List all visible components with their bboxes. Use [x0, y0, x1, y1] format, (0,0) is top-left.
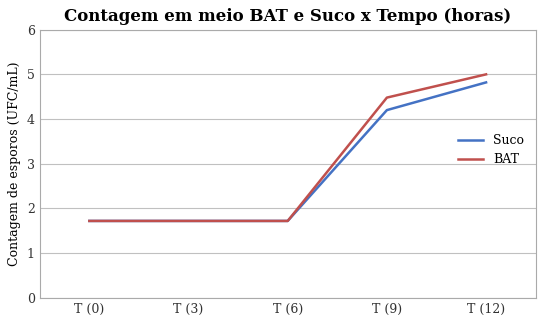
BAT: [384, 96, 390, 99]
Legend: Suco, BAT: Suco, BAT: [453, 129, 529, 171]
Suco: [86, 219, 92, 223]
Suco: [384, 108, 390, 112]
BAT: [86, 219, 92, 223]
Title: Contagem em meio BAT e Suco x Tempo (horas): Contagem em meio BAT e Suco x Tempo (hor…: [64, 8, 511, 25]
Suco: [285, 219, 291, 223]
BAT: [285, 219, 291, 223]
Suco: [186, 219, 192, 223]
Suco: [483, 80, 490, 84]
BAT: [483, 72, 490, 76]
Line: Suco: Suco: [89, 82, 486, 221]
BAT: [186, 219, 192, 223]
Y-axis label: Contagem de esporos (UFC/mL): Contagem de esporos (UFC/mL): [8, 62, 21, 266]
Line: BAT: BAT: [89, 74, 486, 221]
